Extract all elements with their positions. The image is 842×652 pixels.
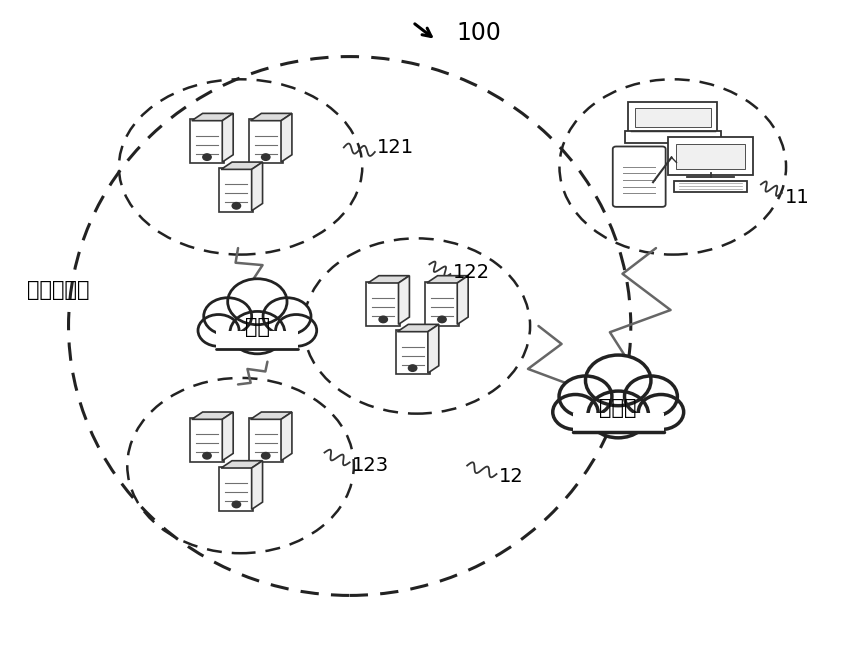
Circle shape [438,316,446,323]
FancyBboxPatch shape [675,144,745,169]
Circle shape [227,279,287,325]
Circle shape [262,452,270,459]
Circle shape [232,203,241,209]
Polygon shape [252,461,263,509]
Bar [216,331,298,349]
Polygon shape [368,276,409,283]
Circle shape [275,314,317,346]
Text: 122: 122 [453,263,490,282]
Polygon shape [427,276,468,283]
FancyBboxPatch shape [425,282,459,326]
Bar [573,413,663,434]
Text: 100: 100 [456,21,501,44]
FancyBboxPatch shape [248,418,283,462]
Bar [573,413,663,432]
FancyBboxPatch shape [628,102,717,133]
Circle shape [625,376,677,417]
Polygon shape [222,412,233,461]
Circle shape [230,312,285,354]
Polygon shape [457,276,468,325]
FancyBboxPatch shape [625,131,721,143]
FancyBboxPatch shape [220,168,253,212]
Polygon shape [281,412,292,461]
FancyBboxPatch shape [190,418,224,462]
FancyBboxPatch shape [248,119,283,164]
Circle shape [588,391,648,438]
Polygon shape [222,113,233,162]
Text: 互联网: 互联网 [600,398,637,418]
FancyBboxPatch shape [366,282,400,326]
Polygon shape [221,162,263,170]
Circle shape [262,154,270,160]
Circle shape [198,314,239,346]
Circle shape [379,316,387,323]
Polygon shape [250,113,292,121]
Polygon shape [428,325,439,373]
Circle shape [552,394,598,430]
Circle shape [203,452,211,459]
FancyBboxPatch shape [669,138,753,175]
Polygon shape [221,461,263,468]
Circle shape [585,355,651,406]
Circle shape [638,394,684,430]
Polygon shape [192,412,233,419]
Bar [216,332,298,350]
Polygon shape [397,325,439,332]
Polygon shape [192,113,233,121]
Circle shape [203,154,211,160]
Polygon shape [398,276,409,325]
FancyBboxPatch shape [635,108,711,127]
Polygon shape [250,412,292,419]
Circle shape [204,298,252,335]
Circle shape [408,365,417,372]
Circle shape [232,501,241,508]
Circle shape [559,376,612,417]
Text: 121: 121 [377,138,414,157]
FancyBboxPatch shape [220,467,253,511]
Text: 11: 11 [785,188,809,207]
Text: 12: 12 [499,467,524,486]
FancyBboxPatch shape [613,147,666,207]
Text: 123: 123 [352,456,389,475]
Circle shape [263,298,311,335]
FancyBboxPatch shape [190,119,224,164]
FancyBboxPatch shape [396,331,429,374]
Text: 网络: 网络 [245,317,269,337]
Text: 区块链网络: 区块链网络 [27,280,89,301]
Polygon shape [252,162,263,211]
FancyBboxPatch shape [674,181,747,192]
Polygon shape [281,113,292,162]
